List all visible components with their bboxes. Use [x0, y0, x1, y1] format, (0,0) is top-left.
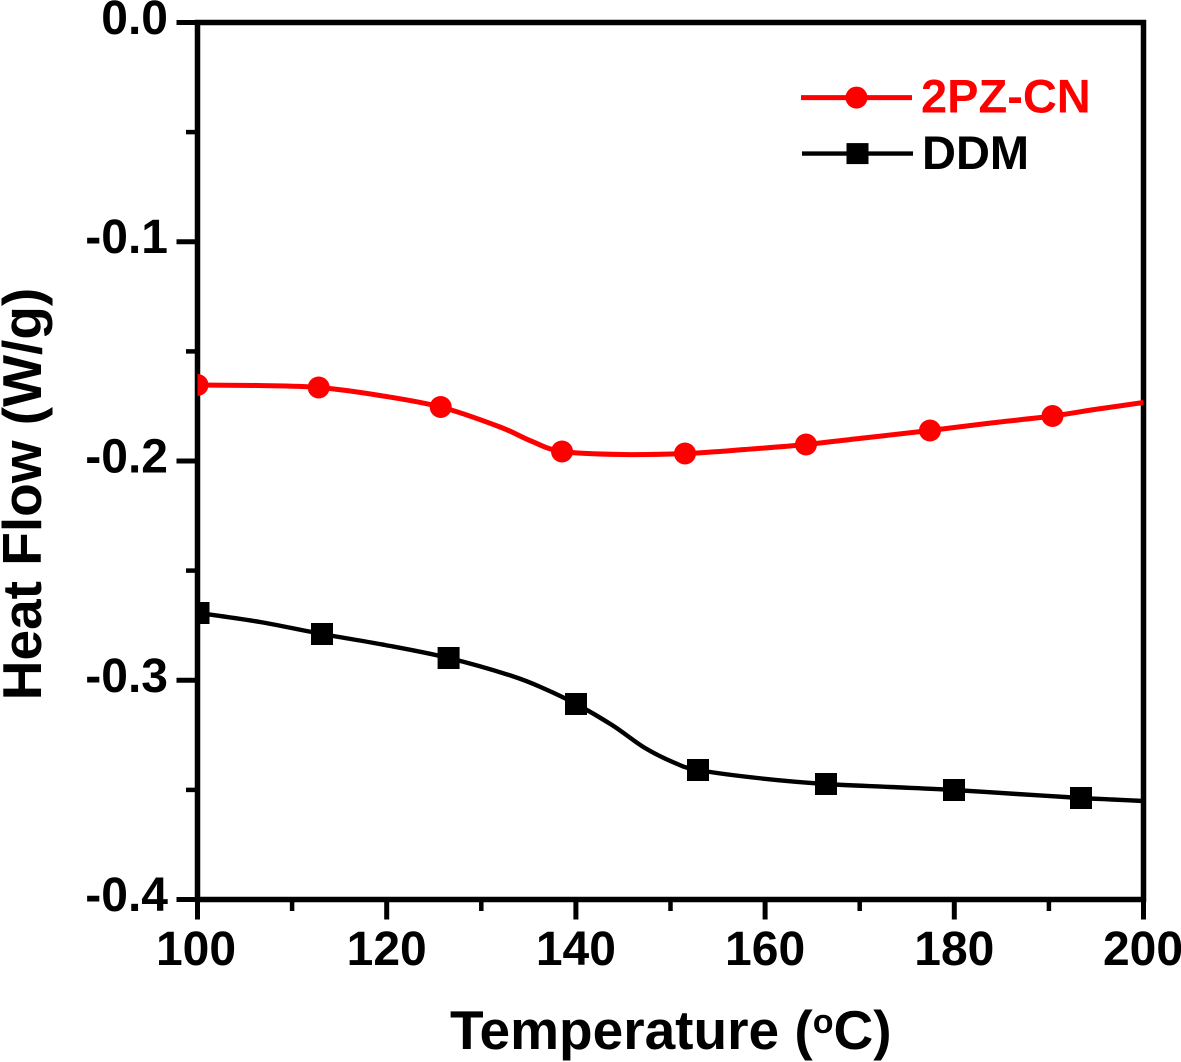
- svg-text:DDM: DDM: [922, 126, 1029, 179]
- svg-text:-0.3: -0.3: [85, 650, 168, 703]
- svg-text:-0.2: -0.2: [85, 431, 168, 484]
- svg-text:120: 120: [347, 923, 427, 976]
- svg-text:-0.1: -0.1: [85, 211, 168, 264]
- svg-text:Heat Flow (W/g): Heat Flow (W/g): [0, 288, 53, 700]
- svg-text:140: 140: [536, 923, 616, 976]
- svg-text:160: 160: [725, 923, 805, 976]
- svg-text:2PZ-CN: 2PZ-CN: [921, 70, 1091, 123]
- svg-text:200: 200: [1103, 923, 1181, 976]
- svg-text:180: 180: [914, 923, 994, 976]
- svg-text:0.0: 0.0: [101, 0, 168, 45]
- svg-text:-0.4: -0.4: [85, 869, 168, 922]
- svg-text:100: 100: [156, 923, 236, 976]
